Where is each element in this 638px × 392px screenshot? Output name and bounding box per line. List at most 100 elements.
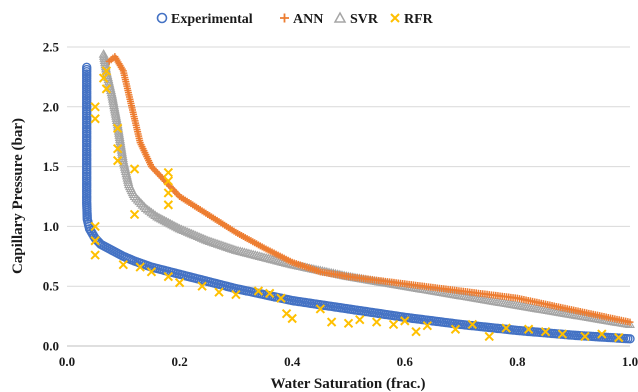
data-point	[243, 248, 254, 258]
data-point	[580, 331, 590, 342]
data-point	[163, 176, 174, 186]
data-point	[99, 53, 110, 62]
data-point	[218, 241, 229, 250]
data-point	[371, 317, 382, 327]
data-point	[250, 250, 261, 259]
legend-item-ann: ANN	[280, 12, 323, 27]
data-point	[178, 225, 189, 235]
plot-series	[82, 49, 635, 344]
data-point	[90, 221, 100, 232]
data-point	[98, 49, 109, 58]
data-point	[241, 247, 252, 257]
data-point	[501, 323, 511, 333]
data-point	[343, 318, 354, 328]
data-point	[411, 326, 421, 337]
data-point	[400, 316, 410, 326]
series-rfr	[90, 66, 624, 343]
data-point	[109, 102, 120, 112]
data-point	[190, 230, 201, 240]
data-point	[163, 217, 174, 227]
x-axis-title: Water Saturation (frac.)	[270, 376, 425, 392]
data-point	[274, 256, 285, 265]
data-point	[112, 155, 123, 166]
data-point	[129, 164, 140, 174]
data-point	[276, 256, 287, 266]
data-point	[107, 89, 117, 99]
data-point	[163, 271, 174, 282]
data-point	[237, 246, 248, 256]
data-point	[150, 210, 161, 219]
data-point	[163, 200, 174, 210]
data-point	[216, 240, 227, 250]
data-point	[210, 238, 221, 248]
x-tick-label: 0.6	[397, 354, 414, 369]
y-tick-label: 0.5	[43, 279, 60, 294]
data-point	[269, 255, 280, 264]
data-point	[188, 229, 199, 239]
data-point	[172, 222, 183, 232]
legend-marker-experimental	[156, 12, 168, 24]
data-point	[186, 228, 197, 238]
data-point	[388, 319, 399, 330]
data-point	[135, 262, 145, 272]
data-point	[129, 209, 140, 220]
data-point	[206, 237, 217, 246]
data-point	[355, 314, 365, 325]
data-point	[252, 250, 263, 260]
data-point	[246, 249, 257, 258]
data-point	[140, 203, 151, 213]
data-point	[557, 329, 568, 339]
y-tick-label: 1.0	[43, 219, 59, 234]
data-point	[625, 334, 635, 344]
x-tick-label: 0.4	[284, 354, 301, 369]
data-point	[287, 313, 297, 324]
data-point	[161, 216, 172, 226]
y-tick-labels: 0.0 0.5 1.0 1.5 2.0 2.5	[43, 40, 60, 354]
data-point	[450, 324, 461, 334]
data-point	[467, 319, 478, 330]
data-point	[165, 218, 176, 228]
data-point	[157, 214, 168, 224]
legend-marker-svr	[333, 11, 347, 23]
data-point	[90, 250, 100, 260]
legend-item-experimental: Experimental	[156, 12, 253, 27]
data-point	[110, 106, 121, 116]
y-axis-title: Capillary Pressure (bar)	[10, 118, 26, 274]
data-point	[315, 304, 326, 314]
data-point	[259, 252, 269, 262]
data-point	[230, 245, 241, 254]
legend-label-experimental: Experimental	[171, 12, 253, 27]
legend-label-ann: ANN	[293, 12, 323, 27]
data-point	[214, 239, 225, 249]
y-tick-label: 1.5	[43, 159, 60, 174]
data-point	[142, 204, 153, 214]
data-point	[276, 293, 286, 303]
data-point	[99, 55, 110, 65]
data-point	[174, 223, 185, 233]
y-tick-label: 0.0	[43, 339, 59, 354]
data-point	[264, 288, 275, 299]
data-point	[101, 66, 112, 76]
data-point	[101, 84, 112, 94]
data-point	[182, 227, 193, 236]
series-ann	[105, 53, 634, 326]
data-point	[256, 251, 267, 261]
data-point	[148, 208, 159, 218]
data-point	[523, 324, 534, 334]
gridlines	[67, 46, 630, 287]
legend: Experimental ANN SVR RFR	[156, 11, 434, 27]
data-point	[108, 96, 119, 105]
data-point	[117, 151, 128, 160]
data-point	[144, 206, 155, 215]
data-point	[263, 253, 274, 263]
data-point	[202, 235, 213, 245]
x-tick-label: 0.8	[509, 354, 526, 369]
data-point	[110, 108, 121, 118]
data-point	[98, 73, 109, 83]
data-point	[272, 255, 282, 265]
data-point	[111, 115, 122, 125]
data-point	[261, 252, 272, 262]
data-point	[204, 236, 215, 245]
data-point	[98, 51, 109, 60]
